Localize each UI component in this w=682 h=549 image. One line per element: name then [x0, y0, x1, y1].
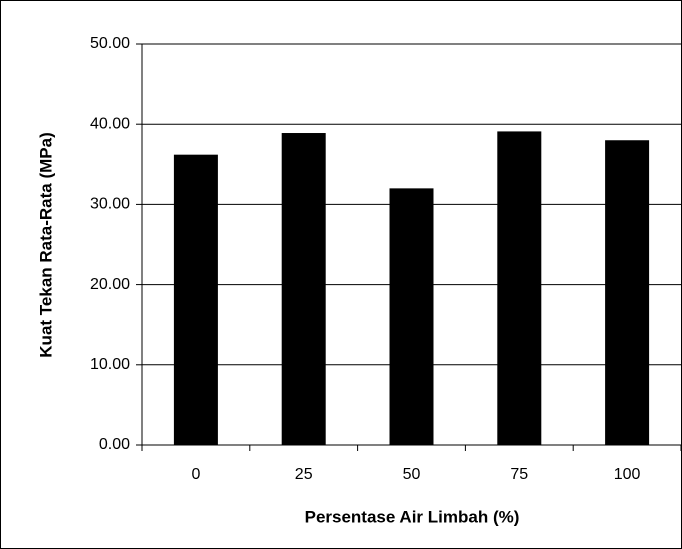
y-tick-label: 0.00 — [99, 436, 130, 453]
x-axis-title: Persentase Air Limbah (%) — [305, 507, 520, 526]
y-axis-title: Kuat Tekan Rata-Rata (MPa) — [36, 132, 55, 357]
x-tick-label: 0 — [191, 466, 200, 483]
y-tick-label: 50.00 — [90, 35, 130, 52]
x-tick-label: 50 — [403, 466, 421, 483]
y-tick-label: 40.00 — [90, 115, 130, 132]
bar — [389, 188, 434, 446]
y-tick-label: 30.00 — [90, 196, 130, 213]
bar — [281, 133, 326, 445]
bar — [497, 131, 542, 445]
y-tick-label: 20.00 — [90, 276, 130, 293]
x-tick-label: 75 — [510, 466, 528, 483]
bar — [605, 140, 650, 446]
x-tick-label: 25 — [295, 466, 313, 483]
x-tick-label: 100 — [614, 466, 641, 483]
y-tick-label: 10.00 — [90, 356, 130, 373]
bar — [173, 154, 218, 445]
